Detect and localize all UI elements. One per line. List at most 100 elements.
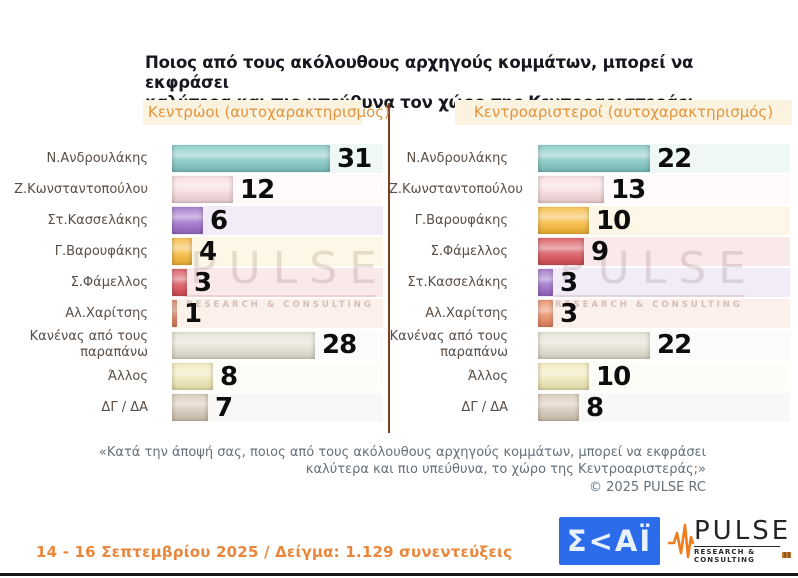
value-label: 3 [560, 267, 578, 298]
skai-logo-text: Σ<ΑΪ [566, 523, 653, 558]
category-label: Ν.Ανδρουλάκης [46, 150, 149, 166]
bar-track: 3 [172, 268, 383, 297]
bar-track: 3 [538, 268, 790, 297]
category-label: Άλλος [468, 368, 508, 384]
pulse-logo-word: PULSE [694, 516, 792, 546]
bar [538, 363, 589, 390]
bar [538, 269, 553, 296]
bar-track: 8 [172, 362, 383, 391]
bar-rows-centrists: Ν.Ανδρουλάκης 31 Ζ.Κωνσταντοπούλου 12 Στ.Κασ… [0, 143, 389, 423]
chart-row: Άλλος 10 [389, 361, 798, 392]
chart-row: Ν.Ανδρουλάκης 31 [0, 143, 389, 174]
chart-row: Στ.Κασσελάκης 3 [389, 267, 798, 298]
bar-track: 22 [538, 330, 790, 360]
bar [172, 176, 233, 203]
bar-track: 4 [172, 237, 383, 266]
pulse-logo: PULSE RESEARCH & CONSULTING [668, 516, 792, 566]
chart-row: Γ.Βαρουφάκης 10 [389, 205, 798, 236]
bar [172, 331, 315, 359]
bar [172, 394, 208, 421]
bar-track: 10 [538, 206, 790, 235]
bar [172, 238, 192, 265]
bar-track: 3 [538, 299, 790, 328]
chart-row: Γ.Βαρουφάκης 4 [0, 236, 389, 267]
bar-track: 22 [538, 144, 790, 173]
bar-rows-centerleft: Ν.Ανδρουλάκης 22 Ζ.Κωνσταντοπούλου 13 Γ.Βαρο… [389, 143, 798, 423]
bar-track: 31 [172, 144, 383, 173]
pulse-watermark-word: PULSE [559, 243, 758, 294]
bar-track: 7 [172, 393, 383, 422]
value-label: 7 [215, 392, 233, 423]
panel-divider [388, 103, 390, 433]
panel-centrists-header: Κεντρώοι (αυτοχαρακτηρισμός) [143, 100, 390, 125]
category-label: Κανένας από τους παραπάνω [389, 329, 508, 360]
category-label: Αλ.Χαρίτσης [425, 305, 508, 321]
footnote-line2: καλύτερα και πιο υπεύθυνα, το χώρο της Κ… [305, 462, 706, 477]
bar-track: 9 [538, 237, 790, 266]
bar [538, 331, 650, 359]
pulse-logo-mark-icon [781, 552, 792, 558]
bar-track: 28 [172, 330, 383, 360]
value-label: 12 [240, 174, 275, 205]
pulse-watermark: PULSE RESEARCH & CONSULTING [180, 245, 380, 310]
bar-track: 13 [538, 175, 790, 204]
chart-row: Σ.Φάμελλος 3 [0, 267, 389, 298]
value-label: 3 [560, 298, 578, 329]
chart-row: ΔΓ / ΔΑ 8 [389, 392, 798, 423]
panel-centrists: Κεντρώοι (αυτοχαρακτηρισμός) PULSE RESEA… [0, 100, 390, 435]
bar [538, 394, 579, 421]
bar-track: 8 [538, 393, 790, 422]
pulse-watermark-sub: RESEARCH & CONSULTING [186, 300, 374, 310]
pulse-watermark-line [184, 295, 376, 297]
chart-row: Αλ.Χαρίτσης 1 [0, 298, 389, 329]
value-label: 3 [194, 267, 212, 298]
pulse-watermark: PULSE RESEARCH & CONSULTING [549, 245, 749, 310]
bar [538, 207, 589, 234]
bar [172, 363, 213, 390]
category-label: Σ.Φάμελλος [70, 274, 148, 290]
bottom-strip: 14 - 16 Σεπτεμβρίου 2025 / Δείγμα: 1.129… [0, 512, 798, 578]
pulse-waveform-icon [668, 516, 694, 566]
value-label: 4 [199, 236, 217, 267]
category-label: Γ.Βαρουφάκης [414, 212, 508, 228]
pulse-logo-subrow: RESEARCH & CONSULTING [694, 546, 792, 564]
chart-row: Ν.Ανδρουλάκης 22 [389, 143, 798, 174]
value-label: 8 [220, 361, 238, 392]
bar-track: 10 [538, 362, 790, 391]
panel-centerleft-header: Κεντροαριστεροί (αυτοχαρακτηρισμός) [455, 100, 792, 125]
value-label: 6 [210, 205, 228, 236]
bar-track: 12 [172, 175, 383, 204]
category-label: ΔΓ / ΔΑ [101, 399, 148, 415]
category-label: Άλλος [108, 368, 148, 384]
question-footnote: «Κατά την άποψή σας, ποιος από τους ακόλ… [0, 444, 706, 496]
bar [538, 176, 604, 203]
value-label: 8 [586, 392, 604, 423]
value-label: 10 [596, 361, 631, 392]
bar [538, 300, 553, 327]
chart-row: Κανένας από τους παραπάνω 22 [389, 329, 798, 361]
category-label: Γ.Βαρουφάκης [54, 243, 148, 259]
bar [172, 300, 177, 327]
value-label: 9 [591, 236, 609, 267]
pulse-logo-right: PULSE RESEARCH & CONSULTING [694, 516, 792, 566]
category-label: Στ.Κασσελάκης [407, 274, 508, 290]
category-label: Αλ.Χαρίτσης [65, 305, 148, 321]
chart-row: Ζ.Κωνσταντοπούλου 12 [0, 174, 389, 205]
charts-area: Κεντρώοι (αυτοχαρακτηρισμός) PULSE RESEA… [0, 100, 798, 435]
chart-row: Αλ.Χαρίτσης 3 [389, 298, 798, 329]
bottom-rule [0, 573, 798, 576]
chart-row: Σ.Φάμελλος 9 [389, 236, 798, 267]
footnote-line1: «Κατά την άποψή σας, ποιος από τους ακόλ… [98, 445, 706, 460]
value-label: 22 [657, 330, 692, 360]
chart-row: ΔΓ / ΔΑ 7 [0, 392, 389, 423]
bar [172, 269, 187, 296]
chart-row: Στ.Κασσελάκης 6 [0, 205, 389, 236]
panel-centerleft: Κεντροαριστεροί (αυτοχαρακτηρισμός) PULS… [389, 100, 798, 435]
value-label: 31 [337, 143, 372, 174]
category-label: Ν.Ανδρουλάκης [406, 150, 509, 166]
bar [172, 207, 203, 234]
category-label: Κανένας από τους παραπάνω [29, 329, 148, 360]
value-label: 1 [184, 298, 202, 329]
value-label: 28 [322, 330, 357, 360]
copyright-text: © 2025 PULSE RC [588, 480, 706, 495]
